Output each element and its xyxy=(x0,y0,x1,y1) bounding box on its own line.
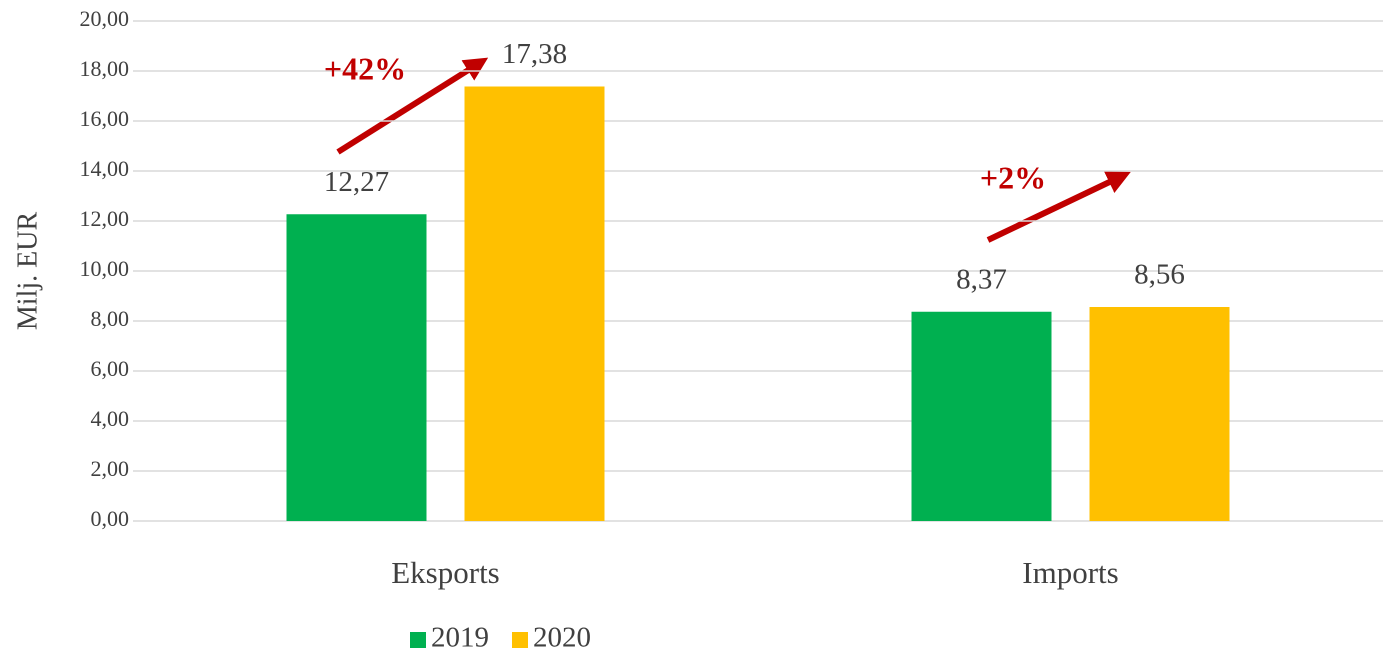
x-tick-label: Imports xyxy=(1022,555,1118,590)
y-tick-label: 12,00 xyxy=(80,206,130,231)
y-tick-label: 2,00 xyxy=(91,456,130,481)
arrow xyxy=(336,57,489,155)
annotation: +2% xyxy=(980,159,1046,195)
arrow xyxy=(986,171,1131,243)
y-tick-label: 4,00 xyxy=(91,406,130,431)
value-label: 8,37 xyxy=(956,263,1007,295)
y-tick-label: 14,00 xyxy=(80,156,130,181)
x-tick-label: Eksports xyxy=(391,555,500,590)
legend-swatch xyxy=(410,632,426,648)
y-tick-label: 0,00 xyxy=(91,506,130,531)
value-label: 8,56 xyxy=(1134,259,1185,291)
bar xyxy=(464,86,605,521)
value-label: 12,27 xyxy=(324,166,389,198)
bar xyxy=(911,311,1052,521)
y-tick-label: 6,00 xyxy=(91,356,130,381)
y-tick-label: 20,00 xyxy=(80,6,130,31)
legend-label: 2020 xyxy=(533,622,591,654)
value-label: 17,38 xyxy=(502,38,567,70)
y-tick-label: 8,00 xyxy=(91,306,130,331)
annotation: +42% xyxy=(324,50,406,86)
y-tick-label: 10,00 xyxy=(80,256,130,281)
bar xyxy=(286,214,427,521)
y-tick-label: 16,00 xyxy=(80,106,130,131)
y-axis-label: Milj. EUR xyxy=(12,212,43,331)
y-tick-label: 18,00 xyxy=(80,56,130,81)
bar xyxy=(1089,307,1230,521)
legend-swatch xyxy=(512,632,528,648)
legend-label: 2019 xyxy=(431,622,489,654)
